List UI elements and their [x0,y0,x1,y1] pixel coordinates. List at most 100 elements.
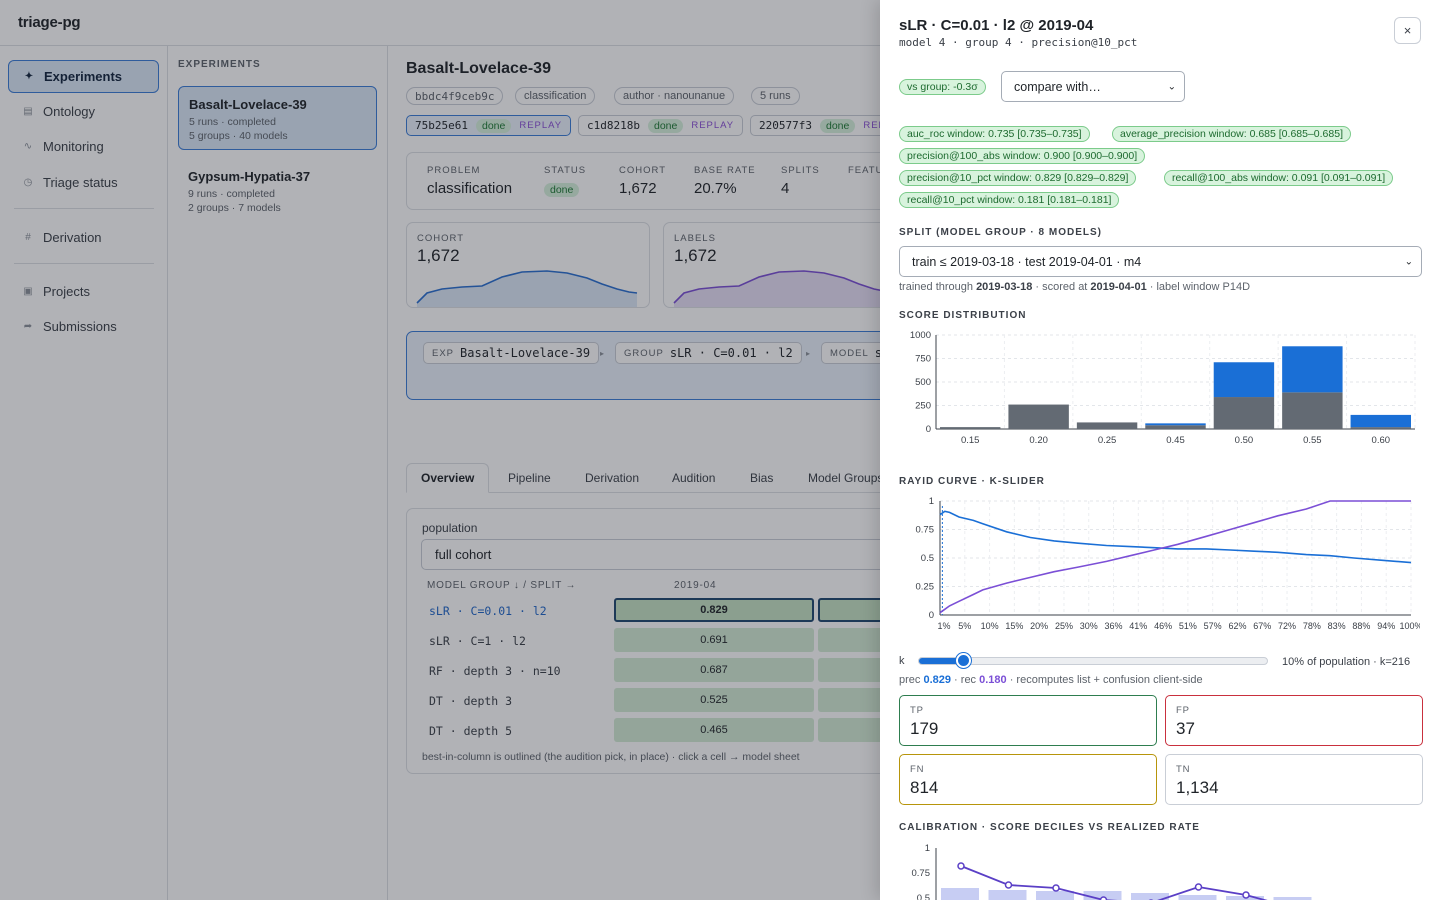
metric-cell[interactable]: 0.465 [614,718,814,742]
x-tick-label: 100% [1399,621,1420,631]
y-tick-label: 0.5 [921,553,934,564]
row-model-group[interactable]: sLR · C=1 · l2 [429,634,526,648]
calibration-point [1099,896,1108,900]
y-tick-label: 1 [929,496,934,507]
status-badge: done [475,118,512,133]
bar-negative [1350,427,1411,429]
sidebar-item-label: Submissions [43,319,117,334]
y-tick-label: 1 [925,843,930,854]
rayid-curve-chart: 0 0.25 0.5 0.75 1 1% 5% 10% 15% 20% 25% 30% 36% 41% 46… [916,496,1421,631]
replay-button[interactable]: REPLAY [691,120,735,131]
tab-pipeline[interactable]: Pipeline [508,471,551,485]
run-hash: 220577f3 [759,119,812,132]
kpi-status: STATUS done [544,165,587,197]
y-tick-label: 250 [915,401,931,412]
recall-curve [939,500,1411,614]
tab-bias[interactable]: Bias [750,471,774,485]
split-note: trained through 2019-03-18 · scored at 2… [899,281,1251,293]
row-model-group[interactable]: DT · depth 5 [429,724,513,738]
status-badge: done [544,183,580,197]
overview-footnote: best-in-column is outlined (the audition… [422,751,800,763]
x-tick-label: 88% [1352,621,1370,631]
bar-positive [1145,423,1206,426]
run-chip[interactable]: 75b25e61 done REPLAY [406,115,572,136]
sidebar-item-ontology[interactable]: ▤ Ontology [8,95,159,128]
app-brand[interactable]: triage-pg [18,14,81,31]
experiment-card[interactable]: Gypsum-Hypatia-37 9 runs · completed 2 gr… [178,159,377,223]
x-tick-label: 57% [1204,621,1222,631]
bar-negative [1076,422,1138,429]
spark-value: 1,672 [417,246,460,265]
experiment-meta: 9 runs · completed 2 groups · 7 models [188,188,281,214]
metric-pill: recall@10_pct window: 0.181 [0.181–0.181… [899,192,1120,208]
bar-positive [1282,346,1343,393]
row-model-group[interactable]: RF · depth 3 · n=10 [429,664,561,678]
sparkline-chart [416,270,638,307]
y-tick-label: 0 [926,424,931,435]
crumb-experiment[interactable]: EXP Basalt-Lovelace-39 [423,342,600,364]
row-model-group[interactable]: sLR · C=0.01 · l2 [429,604,547,618]
experiment-card[interactable]: Basalt-Lovelace-39 5 runs · completed 5 g… [178,86,377,150]
x-tick-label: 0.60 [1372,435,1391,446]
sidebar-item-experiments[interactable]: ✦ Experiments [8,60,159,93]
tab-model-groups[interactable]: Model Groups [808,471,884,485]
spark-label: COHORT [417,233,464,244]
x-tick-label: 72% [1278,621,1296,631]
status-badge: done [819,118,856,133]
x-tick-label: 0.25 [1098,435,1117,446]
split-select[interactable]: train ≤ 2019-03-18 · test 2019-04-01 · m… [899,246,1422,277]
sidebar-item-monitoring[interactable]: ∿ Monitoring [8,130,159,163]
chevron-down-icon: ⌄ [1404,256,1413,267]
x-tick-label: 20% [1030,621,1048,631]
cohort-sparkline: COHORT 1,672 [406,222,650,308]
rayid-curve-label: RAYID CURVE · K-SLIDER [899,476,1045,487]
hash-pill: bbdc4f9ceb9c [406,87,504,105]
metric-cell[interactable]: 0.687 [614,658,814,682]
precision-curve [939,510,1412,564]
divider [14,263,154,264]
k-slider-track[interactable] [918,653,1268,668]
modal-backdrop[interactable] [0,0,880,900]
sidebar-item-derivation[interactable]: # Derivation [8,221,159,254]
k-slider-handle[interactable] [955,653,971,668]
tab-bar: Overview Pipeline Derivation Audition Bi… [406,463,1106,493]
bar-negative [1213,397,1275,429]
metric-cell[interactable]: 0.525 [614,688,814,712]
sidebar-item-submissions[interactable]: ➦ Submissions [8,310,159,343]
experiment-name: Gypsum-Hypatia-37 [188,169,311,184]
chevron-right-icon: ▸ [806,349,811,358]
crumb-model[interactable]: MODEL s [821,342,892,364]
sidebar-item-label: Ontology [43,104,96,119]
x-tick-label: 10% [981,621,999,631]
tab-audition[interactable]: Audition [672,471,716,485]
sidebar-item-projects[interactable]: ▣ Projects [8,275,159,308]
sidebar-item-triage-status[interactable]: ◷ Triage status [8,166,159,199]
prec-rec-readout: prec 0.829 · rec 0.180 · recomputes list… [899,674,1203,686]
run-chip[interactable]: c1d8218b done REPLAY [578,115,744,136]
crumb-group[interactable]: GROUP sLR · C=0.01 · l2 [615,342,802,364]
bar-negative [940,427,1001,429]
close-button[interactable]: × [1394,17,1421,44]
kpi-problem: PROBLEM classification [427,165,513,197]
calibration-point [957,862,965,870]
calibration-bar [1178,895,1217,900]
compare-select[interactable]: compare with… ⌄ [1001,71,1185,102]
experiment-name: Basalt-Lovelace-39 [189,97,307,112]
replay-button[interactable]: REPLAY [519,120,563,131]
metric-cell[interactable]: 0.829 [614,598,814,622]
run-hash: c1d8218b [587,119,640,132]
close-icon: × [1403,23,1412,38]
x-tick-label: 0.20 [1029,435,1048,446]
y-tick-label: 0.75 [912,868,931,879]
table-icon: ▤ [23,106,33,117]
metric-pill: recall@100_abs window: 0.091 [0.091–0.09… [1164,170,1394,186]
bar-negative [1282,392,1343,429]
x-tick-label: 67% [1253,621,1271,631]
tab-overview[interactable]: Overview [406,463,490,493]
x-tick-label: 30% [1080,621,1098,631]
row-model-group[interactable]: DT · depth 3 [429,694,513,708]
author-pill: author · nanounanue [614,87,735,105]
x-tick-label: 0.50 [1235,435,1254,446]
metric-cell[interactable]: 0.691 [614,628,814,652]
tab-derivation[interactable]: Derivation [585,471,640,485]
